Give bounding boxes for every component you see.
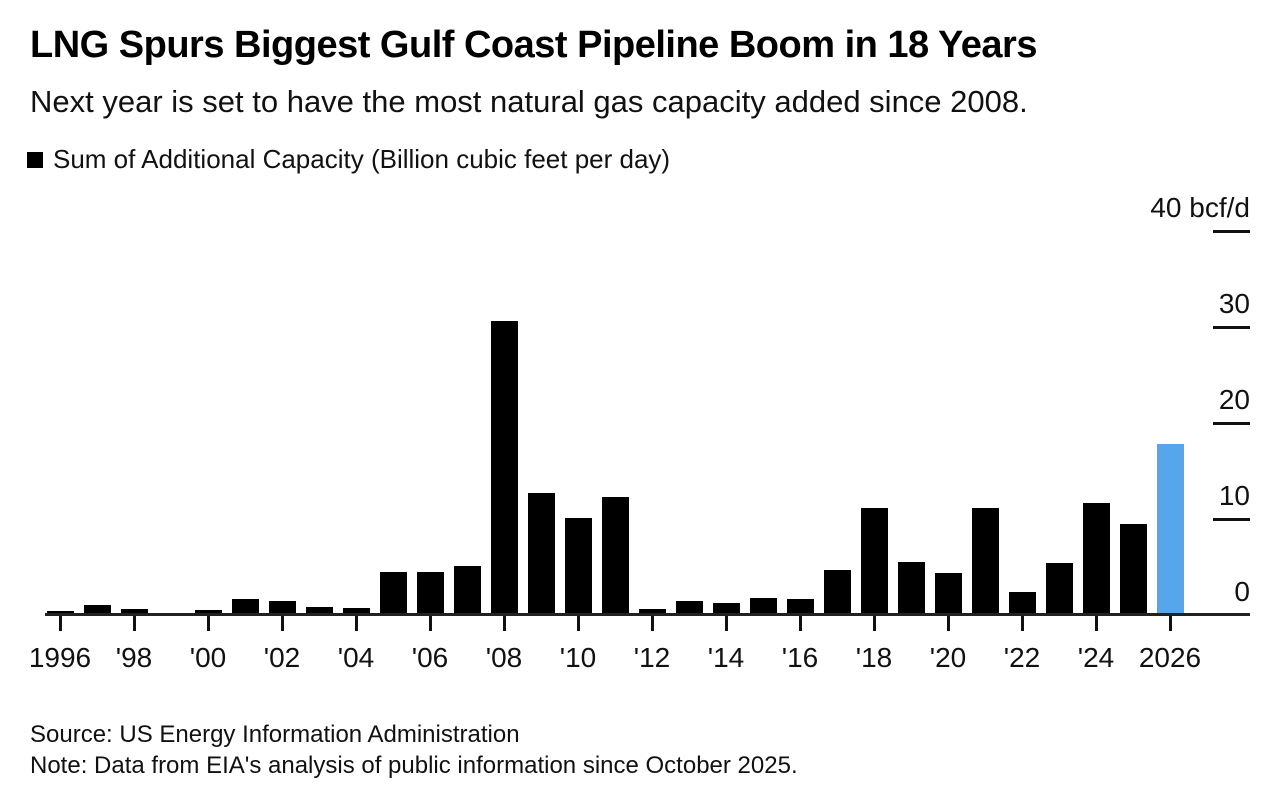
- x-axis-tick: [133, 616, 136, 631]
- x-axis-tick: [1021, 616, 1024, 631]
- y-axis-tick: [1213, 422, 1250, 425]
- bar-2007: [453, 566, 481, 615]
- source-line: Source: US Energy Information Administra…: [30, 721, 520, 748]
- y-axis-tick: [1213, 518, 1250, 521]
- x-axis-tick: [1169, 616, 1172, 631]
- x-axis-tick-label: 2026: [1138, 642, 1202, 673]
- x-axis-tick: [59, 616, 62, 631]
- x-axis-tick: [947, 616, 950, 631]
- legend: Sum of Additional Capacity (Billion cubi…: [27, 144, 670, 175]
- bar-2006: [416, 572, 444, 615]
- y-axis-tick-label: 10: [1218, 480, 1250, 511]
- note-line: Note: Data from EIA's analysis of public…: [30, 752, 798, 779]
- bar-2014: [712, 603, 740, 615]
- bar-1997: [83, 605, 111, 615]
- x-axis-tick-label: '16: [781, 642, 819, 673]
- bar-2001: [231, 599, 259, 615]
- x-axis-tick: [429, 616, 432, 631]
- x-axis-tick-label: '04: [337, 642, 375, 673]
- x-axis-tick-label: '24: [1077, 642, 1115, 673]
- bar-2004: [342, 608, 370, 615]
- x-axis-tick: [577, 616, 580, 631]
- x-axis-tick-label: '18: [855, 642, 893, 673]
- bar-2019: [897, 562, 925, 615]
- x-axis-tick-label: '02: [263, 642, 301, 673]
- x-axis-tick-label: '00: [189, 642, 227, 673]
- x-axis-tick: [799, 616, 802, 631]
- x-axis-tick-label: '06: [411, 642, 449, 673]
- bar-2003: [305, 607, 333, 615]
- bar-2017: [823, 570, 851, 615]
- bar-2015: [749, 598, 777, 615]
- chart-footer: Source: US Energy Information Administra…: [30, 719, 798, 781]
- x-axis-tick-label: '12: [633, 642, 671, 673]
- bar-2013: [675, 601, 703, 615]
- bar-1998: [120, 609, 148, 615]
- y-axis-tick: [1213, 230, 1250, 233]
- x-axis-tick: [207, 616, 210, 631]
- bar-2026: [1156, 444, 1184, 615]
- chart-title: LNG Spurs Biggest Gulf Coast Pipeline Bo…: [30, 24, 1037, 66]
- y-axis-tick: [1213, 326, 1250, 329]
- bar-2018: [860, 508, 888, 615]
- bar-2008: [490, 321, 518, 615]
- x-axis-tick-label: '08: [485, 642, 523, 673]
- x-axis-tick: [651, 616, 654, 631]
- bar-2024: [1082, 503, 1110, 615]
- x-axis-tick-label: '10: [559, 642, 597, 673]
- y-axis-tick-label: 0: [1234, 576, 1250, 607]
- bar-2012: [638, 609, 666, 615]
- bar-2023: [1045, 563, 1073, 615]
- bar-2021: [971, 508, 999, 615]
- x-axis-tick: [1095, 616, 1098, 631]
- bar-2000: [194, 610, 222, 615]
- x-axis-tick-label: '14: [707, 642, 745, 673]
- bar-2010: [564, 518, 592, 615]
- chart-subtitle: Next year is set to have the most natura…: [30, 84, 1028, 119]
- legend-label: Sum of Additional Capacity (Billion cubi…: [53, 144, 671, 174]
- x-axis-baseline: [45, 613, 1250, 616]
- x-axis-tick-label: '20: [929, 642, 967, 673]
- bar-2011: [601, 497, 629, 615]
- bar-2009: [527, 493, 555, 615]
- y-axis-tick-label: 40 bcf/d: [1150, 192, 1250, 223]
- x-axis-tick-label: 1996: [28, 642, 92, 673]
- bar-2022: [1008, 592, 1036, 615]
- x-axis-tick: [355, 616, 358, 631]
- bar-2002: [268, 601, 296, 615]
- x-axis-tick-label: '98: [115, 642, 153, 673]
- bar-2005: [379, 572, 407, 615]
- x-axis-tick: [503, 616, 506, 631]
- x-axis-tick: [281, 616, 284, 631]
- x-axis-tick: [873, 616, 876, 631]
- y-axis-tick-label: 20: [1218, 384, 1250, 415]
- bar-2025: [1119, 524, 1147, 615]
- x-axis-tick-label: '22: [1003, 642, 1041, 673]
- bar-2020: [934, 573, 962, 615]
- legend-swatch-icon: [27, 151, 43, 168]
- x-axis-tick: [725, 616, 728, 631]
- bar-2016: [786, 599, 814, 615]
- y-axis-tick-label: 30: [1218, 288, 1250, 319]
